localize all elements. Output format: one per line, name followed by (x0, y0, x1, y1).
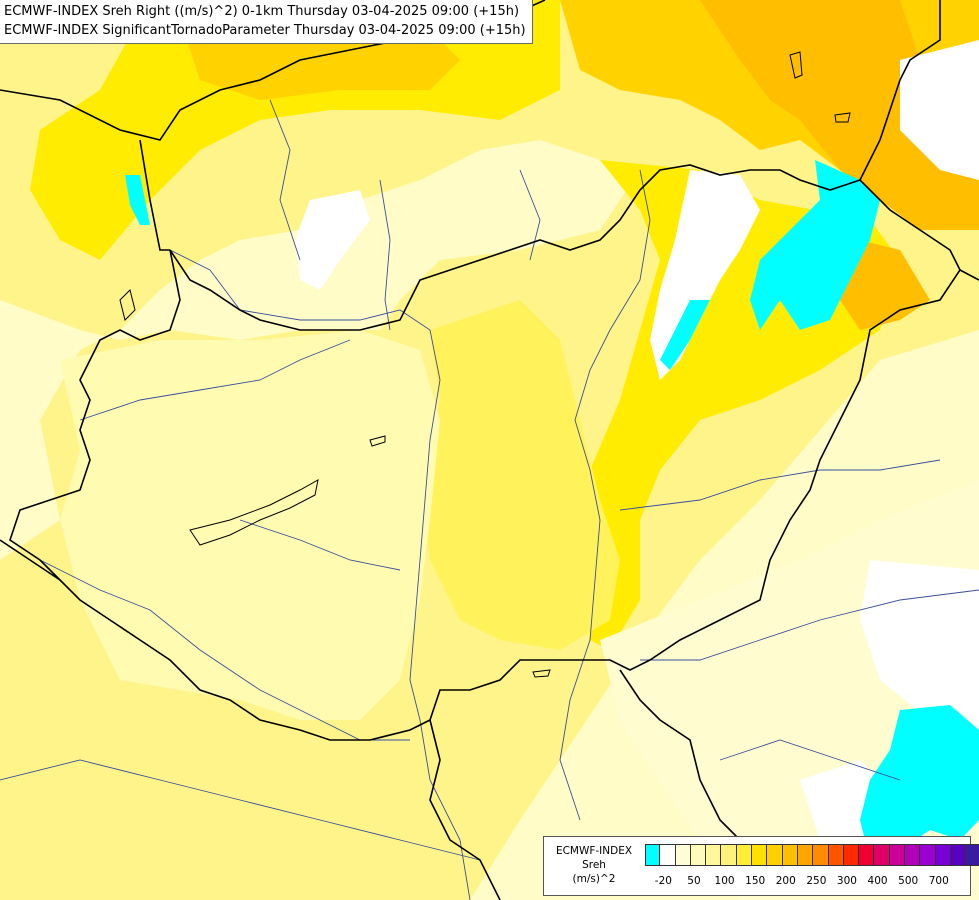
legend-swatch (660, 844, 676, 866)
river-mures-east (719, 739, 901, 781)
legend-swatch (843, 844, 860, 866)
legend-swatch (813, 844, 829, 866)
border-north-east (859, 0, 941, 181)
river-sava (0, 759, 481, 861)
river-danube (169, 249, 471, 900)
river-maros (640, 589, 979, 661)
field-orange-north-east (700, 0, 979, 230)
legend-title-line-2: Sreh (582, 859, 606, 871)
lake-north-east-2 (834, 112, 851, 123)
header-title-line-1: ECMWF-INDEX Sreh Right ((m/s)^2) 0-1km T… (4, 4, 520, 19)
legend-tick-label: 300 (836, 875, 857, 887)
lake-south (532, 669, 551, 678)
field-cyan-north-east (750, 160, 880, 330)
color-legend: ECMWF-INDEX Sreh (m/s)^2 -20 50 100 150 200 2… (543, 836, 979, 896)
field-cyan-north-east-strip (660, 300, 710, 370)
field-medium-yellow-center (420, 300, 620, 650)
legend-swatch (706, 844, 722, 866)
legend-swatch (935, 844, 951, 866)
legend-swatch (889, 844, 906, 866)
legend-swatch (721, 844, 737, 866)
river-north-3 (269, 99, 301, 261)
legend-swatch (645, 844, 661, 866)
lake-velence (369, 435, 386, 447)
field-white-center-north (295, 190, 370, 290)
legend-swatch (782, 844, 798, 866)
legend-title-line-3: (m/s)^2 (572, 873, 616, 885)
border-south-west (0, 539, 61, 581)
legend-swatch (736, 844, 753, 866)
legend-swatch (828, 844, 844, 866)
rivers (0, 99, 979, 900)
lake-west-1 (119, 289, 136, 321)
river-sio (239, 519, 401, 571)
map-header: ECMWF-INDEX Sreh Right ((m/s)^2) 0-1km T… (0, 0, 533, 44)
legend-swatch (767, 844, 783, 866)
legend-swatch (920, 844, 936, 866)
lake-balaton (189, 479, 319, 546)
river-raba (79, 339, 351, 421)
river-tisza (559, 169, 651, 821)
lakes (119, 51, 851, 678)
field-white-east-edge (900, 40, 979, 180)
legend-tick-label: 50 (687, 875, 701, 887)
legend-swatch (950, 844, 967, 866)
river-koros (619, 459, 941, 511)
field-cyan-south-east (860, 705, 979, 860)
legend-swatch (859, 844, 875, 866)
border-west (139, 139, 170, 251)
legend-swatch (966, 844, 979, 866)
legend-tick-label: 400 (867, 875, 888, 887)
legend-color-bar (645, 844, 979, 866)
river-north-1 (379, 179, 391, 331)
river-drava (39, 559, 410, 741)
legend-tick-label: 150 (745, 875, 766, 887)
legend-tick-label: 200 (775, 875, 796, 887)
legend-swatch (874, 844, 890, 866)
lake-north-east (789, 51, 803, 79)
legend-swatch (752, 844, 768, 866)
river-north-2 (519, 169, 541, 261)
legend-tick-label: 100 (714, 875, 735, 887)
legend-swatch (905, 844, 921, 866)
legend-swatch (797, 844, 814, 866)
border-croatia-serbia (429, 719, 501, 900)
legend-tick-label: 500 (898, 875, 919, 887)
header-title-line-2: ECMWF-INDEX SignificantTornadoParameter … (4, 23, 526, 38)
border-romania-serbia (619, 669, 741, 841)
legend-title-line-1: ECMWF-INDEX (555, 845, 633, 857)
field-cyan-west (125, 175, 150, 225)
legend-tick-label: 700 (928, 875, 949, 887)
legend-swatch (690, 844, 707, 866)
legend-tick-label: 250 (806, 875, 827, 887)
border-hungary (9, 164, 961, 741)
legend-swatch (675, 844, 691, 866)
border-ukraine (959, 269, 979, 281)
legend-tick-label: -20 (654, 875, 672, 887)
field-yellow-south-west (0, 690, 340, 900)
